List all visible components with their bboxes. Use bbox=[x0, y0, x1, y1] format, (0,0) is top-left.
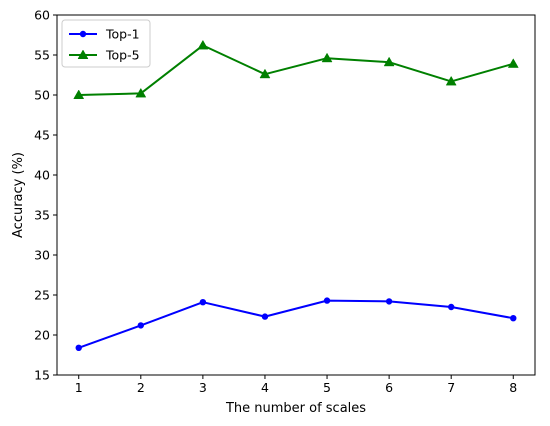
y-axis: 15 20 25 30 35 40 45 50 55 60 bbox=[34, 8, 57, 383]
data-point bbox=[135, 87, 147, 98]
legend-item: Top-1 bbox=[69, 27, 140, 42]
x-tick-label: 4 bbox=[261, 380, 269, 395]
series-line bbox=[78, 299, 514, 349]
data-point bbox=[323, 297, 331, 304]
series-line bbox=[78, 44, 514, 96]
data-point bbox=[197, 39, 209, 50]
data-point bbox=[73, 89, 85, 99]
legend-marker bbox=[77, 49, 89, 59]
data-point bbox=[447, 303, 455, 311]
series-layer bbox=[73, 39, 519, 351]
y-tick-label: 45 bbox=[34, 128, 50, 143]
x-tick-label: 6 bbox=[385, 380, 393, 395]
data-point bbox=[385, 298, 393, 305]
x-axis: 1 2 3 4 5 6 7 8 bbox=[75, 375, 517, 395]
data-point bbox=[137, 322, 145, 329]
legend: Top-1 Top-5 bbox=[61, 19, 151, 68]
x-tick-label: 3 bbox=[199, 380, 207, 395]
legend-label: Top-5 bbox=[105, 48, 140, 63]
data-point bbox=[445, 75, 457, 86]
plot-frame bbox=[56, 14, 536, 376]
data-point bbox=[510, 315, 517, 322]
series-top-5 bbox=[73, 39, 519, 99]
series-top-1 bbox=[75, 297, 517, 351]
data-point bbox=[199, 299, 207, 306]
x-tick-label: 7 bbox=[447, 380, 455, 395]
y-tick-label: 40 bbox=[34, 168, 50, 183]
y-tick-label: 35 bbox=[34, 208, 50, 223]
data-point bbox=[507, 58, 519, 68]
x-tick-label: 2 bbox=[137, 380, 145, 395]
data-point bbox=[261, 313, 269, 320]
x-axis-title: The number of scales bbox=[225, 401, 366, 416]
data-point bbox=[321, 52, 333, 63]
x-tick-label: 8 bbox=[509, 380, 517, 395]
plot-area bbox=[56, 14, 536, 376]
y-tick-label: 50 bbox=[34, 88, 50, 103]
legend-item: Top-5 bbox=[69, 48, 140, 63]
data-point bbox=[383, 56, 395, 67]
y-tick-label: 60 bbox=[34, 8, 50, 23]
y-axis-title: Accuracy (%) bbox=[11, 152, 26, 238]
x-tick-label: 5 bbox=[323, 380, 331, 395]
legend-label: Top-1 bbox=[105, 27, 140, 42]
legend-marker bbox=[79, 30, 87, 38]
y-tick-label: 30 bbox=[34, 248, 50, 263]
x-tick-label: 1 bbox=[75, 380, 83, 395]
y-tick-label: 25 bbox=[34, 288, 50, 303]
data-point bbox=[75, 344, 82, 351]
data-point bbox=[259, 68, 271, 79]
y-tick-label: 20 bbox=[34, 328, 50, 343]
y-tick-label: 55 bbox=[34, 48, 50, 63]
y-tick-label: 15 bbox=[34, 368, 50, 383]
